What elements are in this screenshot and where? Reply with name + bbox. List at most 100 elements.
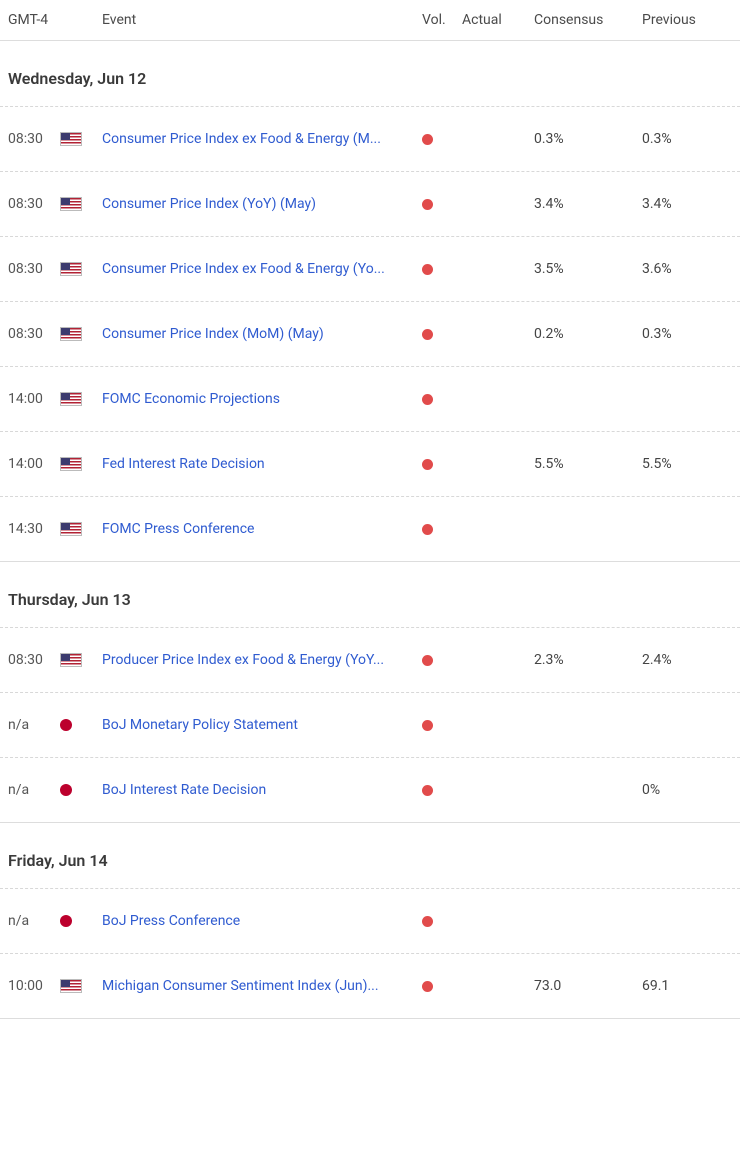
table-header: GMT-4 Event Vol. Actual Consensus Previo…	[0, 0, 740, 41]
day-header: Wednesday, Jun 12	[0, 41, 740, 107]
vol-cell	[422, 459, 462, 470]
flag-cell	[60, 915, 102, 927]
event-name-link[interactable]: BoJ Interest Rate Decision	[102, 782, 422, 798]
flag-cell	[60, 653, 102, 667]
volatility-dot-icon	[422, 720, 433, 731]
vol-cell	[422, 264, 462, 275]
event-name-link[interactable]: FOMC Economic Projections	[102, 391, 422, 407]
header-consensus: Consensus	[534, 12, 642, 28]
consensus-value: 3.4%	[534, 196, 642, 212]
event-time: 14:00	[8, 391, 60, 407]
previous-value: 0%	[642, 782, 732, 798]
day-header: Friday, Jun 14	[0, 823, 740, 889]
flag-cell	[60, 784, 102, 796]
event-name-link[interactable]: BoJ Monetary Policy Statement	[102, 717, 422, 733]
volatility-dot-icon	[422, 655, 433, 666]
day-header: Thursday, Jun 13	[0, 562, 740, 628]
event-time: 08:30	[8, 196, 60, 212]
event-row[interactable]: 14:00Fed Interest Rate Decision5.5%5.5%	[0, 432, 740, 497]
flag-us-icon	[60, 457, 82, 471]
event-row[interactable]: 08:30 Consumer Price Index (YoY) (May) 3.4…	[0, 172, 740, 237]
event-row[interactable]: 14:00 FOMC Economic Projections	[0, 367, 740, 432]
event-name-link[interactable]: Michigan Consumer Sentiment Index (Jun).…	[102, 978, 422, 994]
vol-cell	[422, 916, 462, 927]
event-time: 08:30	[8, 131, 60, 147]
flag-cell	[60, 522, 102, 536]
flag-cell	[60, 262, 102, 276]
volatility-dot-icon	[422, 329, 433, 340]
event-name-link[interactable]: Fed Interest Rate Decision	[102, 456, 422, 472]
consensus-value: 5.5%	[534, 456, 642, 472]
event-row[interactable]: 08:30 Producer Price Index ex Food & Ener…	[0, 628, 740, 693]
event-time: n/a	[8, 782, 60, 798]
event-time: 08:30	[8, 652, 60, 668]
event-time: 10:00	[8, 978, 60, 994]
flag-us-icon	[60, 262, 82, 276]
event-name-link[interactable]: Consumer Price Index ex Food & Energy (M…	[102, 131, 422, 147]
consensus-value: 3.5%	[534, 261, 642, 277]
event-time: 08:30	[8, 326, 60, 342]
flag-us-icon	[60, 197, 82, 211]
consensus-value: 0.2%	[534, 326, 642, 342]
flag-us-icon	[60, 522, 82, 536]
header-vol: Vol.	[422, 12, 462, 28]
event-row[interactable]: n/a BoJ Monetary Policy Statement	[0, 693, 740, 758]
previous-value: 3.4%	[642, 196, 732, 212]
vol-cell	[422, 329, 462, 340]
event-name-link[interactable]: FOMC Press Conference	[102, 521, 422, 537]
header-time: GMT-4	[8, 12, 60, 28]
previous-value: 69.1	[642, 978, 732, 994]
event-row[interactable]: 10:00 Michigan Consumer Sentiment Index (…	[0, 954, 740, 1019]
event-row[interactable]: n/a BoJ Interest Rate Decision 0%	[0, 758, 740, 823]
flag-cell	[60, 719, 102, 731]
event-row[interactable]: n/a BoJ Press Conference	[0, 889, 740, 954]
previous-value: 2.4%	[642, 652, 732, 668]
volatility-dot-icon	[422, 199, 433, 210]
flag-jp-icon	[60, 719, 72, 731]
flag-jp-icon	[60, 784, 72, 796]
event-row[interactable]: 08:30 Consumer Price Index ex Food & Ener…	[0, 107, 740, 172]
event-row[interactable]: 08:30 Consumer Price Index ex Food & Ener…	[0, 237, 740, 302]
volatility-dot-icon	[422, 459, 433, 470]
flag-cell	[60, 392, 102, 406]
event-name-link[interactable]: BoJ Press Conference	[102, 913, 422, 929]
vol-cell	[422, 524, 462, 535]
event-name-link[interactable]: Consumer Price Index (MoM) (May)	[102, 326, 422, 342]
vol-cell	[422, 655, 462, 666]
consensus-value: 73.0	[534, 978, 642, 994]
vol-cell	[422, 134, 462, 145]
event-row[interactable]: 08:30 Consumer Price Index (MoM) (May) 0.2…	[0, 302, 740, 367]
header-previous: Previous	[642, 12, 732, 28]
flag-us-icon	[60, 653, 82, 667]
previous-value: 0.3%	[642, 326, 732, 342]
vol-cell	[422, 981, 462, 992]
event-name-link[interactable]: Producer Price Index ex Food & Energy (Y…	[102, 652, 422, 668]
header-event: Event	[102, 12, 422, 28]
volatility-dot-icon	[422, 524, 433, 535]
flag-cell	[60, 979, 102, 993]
flag-cell	[60, 327, 102, 341]
event-time: 14:30	[8, 521, 60, 537]
volatility-dot-icon	[422, 916, 433, 927]
flag-jp-icon	[60, 915, 72, 927]
header-actual: Actual	[462, 12, 534, 28]
previous-value: 0.3%	[642, 131, 732, 147]
volatility-dot-icon	[422, 981, 433, 992]
event-name-link[interactable]: Consumer Price Index (YoY) (May)	[102, 196, 422, 212]
previous-value: 5.5%	[642, 456, 732, 472]
flag-us-icon	[60, 132, 82, 146]
event-row[interactable]: 14:30 FOMC Press Conference	[0, 497, 740, 562]
vol-cell	[422, 785, 462, 796]
event-time: 08:30	[8, 261, 60, 277]
volatility-dot-icon	[422, 785, 433, 796]
previous-value: 3.6%	[642, 261, 732, 277]
event-time: n/a	[8, 717, 60, 733]
consensus-value: 2.3%	[534, 652, 642, 668]
vol-cell	[422, 720, 462, 731]
event-name-link[interactable]: Consumer Price Index ex Food & Energy (Y…	[102, 261, 422, 277]
flag-us-icon	[60, 327, 82, 341]
flag-cell	[60, 197, 102, 211]
flag-cell	[60, 457, 102, 471]
calendar-body: Wednesday, Jun 12 08:30 Consumer Price Ind…	[0, 41, 740, 1019]
event-time: n/a	[8, 913, 60, 929]
